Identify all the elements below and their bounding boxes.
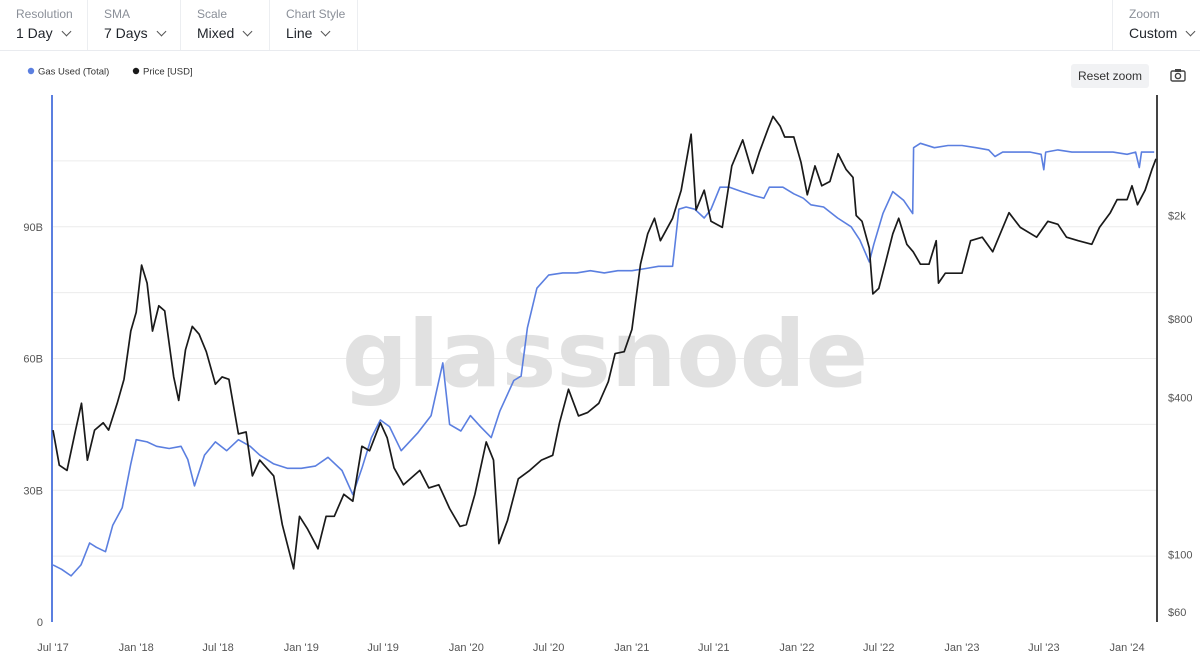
- x-tick-label: Jul '21: [698, 642, 729, 654]
- x-tick-label: Jan '20: [449, 642, 484, 654]
- y-right-tick-label: $2k: [1168, 210, 1186, 222]
- legend-entry-label: Gas Used (Total): [38, 67, 109, 78]
- watermark-text: glassnode: [342, 301, 868, 408]
- x-tick-label: Jul '19: [367, 642, 398, 654]
- legend-marker: [132, 67, 140, 75]
- zoom-dropdown[interactable]: Zoom Custom: [1112, 0, 1200, 50]
- chart-style-value: Line: [286, 25, 331, 41]
- series-layer: [52, 115, 1157, 577]
- legend: Gas Used (Total) Price [USD]: [27, 67, 193, 78]
- chart-style-label: Chart Style: [286, 7, 346, 21]
- sma-dropdown[interactable]: SMA 7 Days: [88, 0, 181, 50]
- x-tick-label: Jul '17: [37, 642, 68, 654]
- resolution-dropdown[interactable]: Resolution 1 Day: [0, 0, 88, 50]
- x-tick-label: Jul '22: [863, 642, 894, 654]
- chevron-down-icon: [242, 26, 253, 37]
- zoom-value: Custom: [1129, 25, 1196, 41]
- x-tick-label: Jul '23: [1028, 642, 1059, 654]
- toolbar: Resolution 1 Day SMA 7 Days Scale Mixed …: [0, 0, 1200, 51]
- legend-marker: [27, 67, 35, 75]
- y-right-tick-label: $400: [1168, 393, 1192, 405]
- chart-area: glassnode 0 30B 60B 90B $60 $100 $400 $800 $2k Ju…: [23, 67, 1192, 655]
- y-left-tick-label: 60B: [23, 354, 43, 366]
- scale-label: Scale: [197, 7, 228, 21]
- y-left-tick-label: 90B: [23, 222, 43, 234]
- x-tick-label: Jan '24: [1109, 642, 1144, 654]
- sma-label: SMA: [104, 7, 131, 21]
- y-left-tick-label: 30B: [23, 485, 43, 497]
- resolution-value: 1 Day: [16, 25, 72, 41]
- camera-icon[interactable]: [1170, 67, 1186, 83]
- y-right-tick-label: $800: [1168, 314, 1192, 326]
- chevron-down-icon: [1185, 26, 1196, 37]
- x-tick-label: Jul '18: [202, 642, 233, 654]
- reset-zoom-button[interactable]: Reset zoom: [1071, 64, 1149, 88]
- x-tick-label: Jan '22: [779, 642, 814, 654]
- legend-entry-label: Price [USD]: [143, 67, 193, 78]
- chart-style-dropdown[interactable]: Chart Style Line: [270, 0, 358, 50]
- sma-value: 7 Days: [104, 25, 167, 41]
- chevron-down-icon: [156, 26, 167, 37]
- x-tick-label: Jul '20: [533, 642, 564, 654]
- chevron-down-icon: [61, 26, 72, 37]
- y-left-tick-label: 0: [37, 617, 43, 629]
- x-tick-label: Jan '21: [614, 642, 649, 654]
- scale-dropdown[interactable]: Scale Mixed: [181, 0, 270, 50]
- x-tick-label: Jan '19: [284, 642, 319, 654]
- resolution-label: Resolution: [16, 7, 73, 21]
- price-series-line: [52, 115, 1157, 570]
- scale-value: Mixed: [197, 25, 253, 41]
- x-tick-label: Jan '23: [944, 642, 979, 654]
- y-right-tick-label: $60: [1168, 607, 1186, 619]
- x-tick-label: Jan '18: [119, 642, 154, 654]
- gas-used-series-line: [52, 142, 1155, 577]
- ticks-layer: 0 30B 60B 90B $60 $100 $400 $800 $2k Jul '17 Jan '…: [23, 210, 1192, 654]
- y-right-tick-label: $100: [1168, 549, 1192, 561]
- chevron-down-icon: [321, 26, 331, 37]
- zoom-label: Zoom: [1129, 7, 1160, 21]
